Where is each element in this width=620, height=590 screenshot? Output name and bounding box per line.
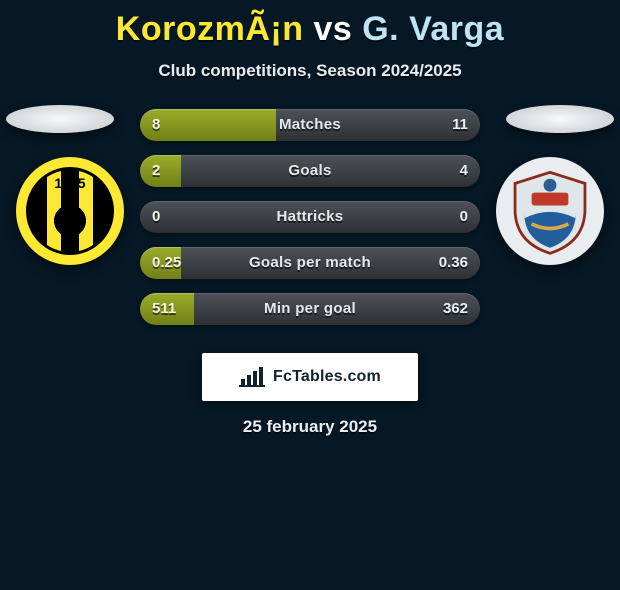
crest-left-year: 1905: [16, 175, 124, 191]
stat-label: Goals per match: [140, 247, 480, 279]
stat-row: 511Min per goal362: [140, 293, 480, 325]
stat-row: 8Matches11: [140, 109, 480, 141]
pedestal-left: [6, 105, 114, 133]
pedestal-right: [506, 105, 614, 133]
crest-right-svg: [504, 165, 596, 257]
vs-word: vs: [313, 10, 352, 48]
player2-name: G. Varga: [362, 10, 504, 48]
stat-right-value: 362: [443, 293, 468, 325]
bar-chart-icon: [239, 367, 265, 387]
stat-row: 2Goals4: [140, 155, 480, 187]
stat-label: Min per goal: [140, 293, 480, 325]
stat-right-value: 0: [460, 201, 468, 233]
logo-text: FcTables.com: [273, 368, 381, 386]
stat-row: 0Hattricks0: [140, 201, 480, 233]
logo-card[interactable]: FcTables.com: [202, 353, 418, 401]
stat-row: 0.25Goals per match0.36: [140, 247, 480, 279]
subtitle: Club competitions, Season 2024/2025: [0, 61, 620, 81]
stat-right-value: 0.36: [439, 247, 468, 279]
club-crest-right: [496, 157, 604, 265]
stat-label: Goals: [140, 155, 480, 187]
date-label: 25 february 2025: [0, 417, 620, 437]
club-crest-left: 1905: [16, 157, 124, 265]
stat-right-value: 11: [452, 109, 468, 141]
page-title: KorozmÃ¡n vs G. Varga: [0, 10, 620, 49]
stat-label: Hattricks: [140, 201, 480, 233]
stat-label: Matches: [140, 109, 480, 141]
stat-right-value: 4: [460, 155, 468, 187]
comparison-stage: 1905 8Matches11 2Goals4 0Hattricks0 0.25Goa…: [0, 81, 620, 325]
player1-name: KorozmÃ¡n: [116, 10, 304, 48]
stat-bars: 8Matches11 2Goals4 0Hattricks0 0.25Goals pe…: [140, 109, 480, 325]
